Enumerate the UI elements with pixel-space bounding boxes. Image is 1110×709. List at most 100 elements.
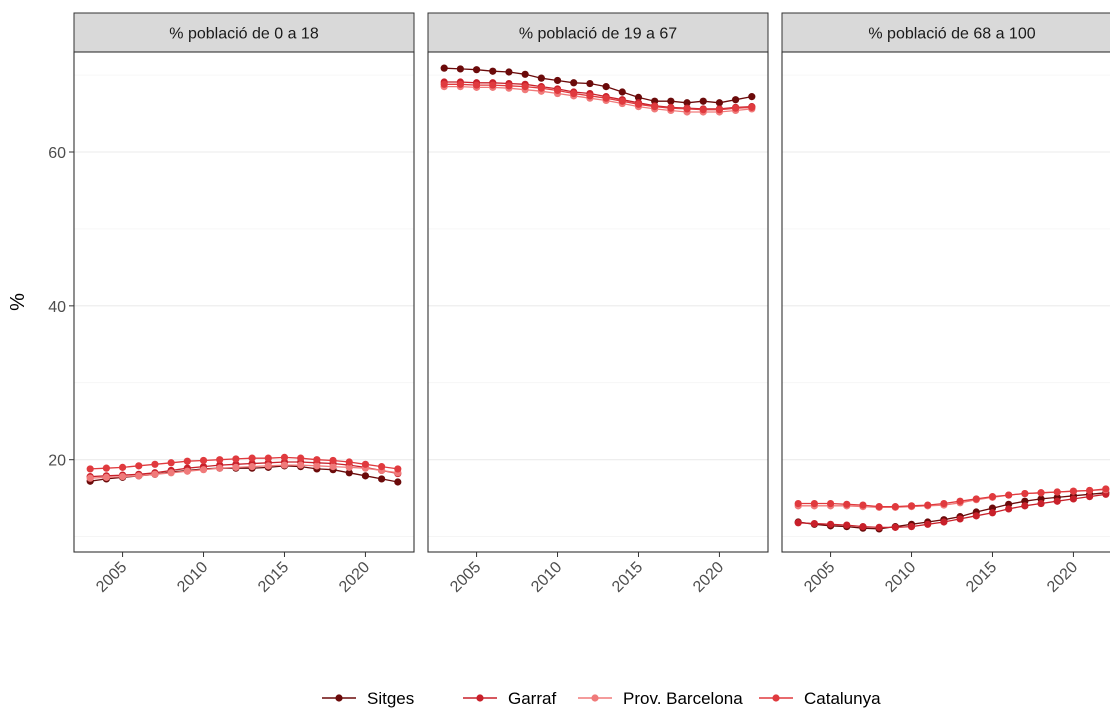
data-point-sitges	[553, 76, 562, 85]
facet-strip-title: % població de 19 a 67	[519, 26, 677, 43]
x-tick-label: 2020	[336, 559, 373, 596]
data-point-prov-barcelona	[345, 463, 353, 471]
x-tick-label: 2015	[255, 559, 292, 596]
data-point-catalunya	[634, 100, 643, 108]
data-point-catalunya	[1005, 491, 1013, 499]
data-point-prov-barcelona	[232, 463, 240, 471]
data-point-sitges	[345, 469, 353, 477]
data-point-catalunya	[875, 503, 883, 511]
data-point-catalunya	[794, 499, 802, 508]
data-point-prov-barcelona	[151, 470, 159, 478]
data-point-catalunya	[618, 97, 626, 105]
data-point-sitges	[489, 67, 497, 75]
data-point-catalunya	[345, 458, 353, 466]
data-point-catalunya	[1021, 489, 1029, 498]
data-point-catalunya	[135, 462, 143, 470]
data-point-garraf	[972, 512, 980, 520]
data-point-prov-barcelona	[297, 461, 305, 469]
data-point-sitges	[521, 70, 529, 78]
data-point-catalunya	[297, 454, 305, 462]
data-point-catalunya	[537, 84, 545, 92]
data-point-garraf	[891, 523, 899, 531]
data-point-sitges	[715, 99, 724, 107]
data-point-catalunya	[505, 82, 513, 90]
data-point-catalunya	[280, 453, 289, 461]
data-point-catalunya	[440, 80, 448, 88]
x-tick-label: 2005	[447, 559, 484, 596]
x-tick-label: 2015	[963, 559, 1000, 596]
data-point-prov-barcelona	[199, 466, 208, 474]
data-point-garraf	[875, 523, 883, 531]
data-point-catalunya	[1053, 488, 1061, 496]
data-point-sitges	[602, 83, 610, 91]
panel-border	[73, 51, 415, 553]
facet-strip-title: % població de 0 a 18	[169, 26, 319, 43]
data-point-sitges	[586, 79, 594, 88]
data-point-catalunya	[232, 455, 240, 463]
data-point-catalunya	[199, 456, 208, 465]
data-point-catalunya	[732, 104, 740, 112]
data-point-catalunya	[102, 464, 110, 472]
facet-panel-2: % població de 19 a 67 2005 2010 2015 2020	[427, 12, 769, 596]
x-tick-label: 2005	[801, 559, 838, 596]
y-tick-label: 40	[48, 299, 66, 316]
legend-label: Prov. Barcelona	[623, 689, 743, 708]
data-point-catalunya	[748, 103, 756, 111]
facet-strip	[73, 12, 415, 53]
data-point-catalunya	[651, 103, 659, 111]
data-point-garraf	[810, 519, 818, 528]
data-point-catalunya	[248, 454, 256, 462]
data-point-sitges	[570, 79, 578, 87]
data-point-catalunya	[699, 106, 707, 114]
data-point-catalunya	[183, 457, 191, 465]
data-point-catalunya	[489, 81, 497, 89]
data-point-catalunya	[521, 83, 529, 91]
data-point-catalunya	[167, 459, 175, 467]
data-point-prov-barcelona	[102, 473, 110, 481]
data-point-garraf	[859, 523, 867, 531]
data-point-sitges	[667, 97, 675, 105]
y-axis: 20 40 60	[48, 145, 74, 470]
data-point-sitges	[456, 65, 464, 73]
facet-panel-3: % població de 68 a 100 2005 2010 2015 2020	[781, 12, 1110, 596]
data-point-garraf	[956, 515, 964, 523]
data-point-garraf	[826, 520, 835, 528]
data-point-garraf	[1069, 495, 1078, 503]
data-point-sitges	[732, 96, 740, 104]
facet-strip	[781, 12, 1110, 53]
legend-key-point	[591, 694, 599, 702]
data-point-garraf	[1053, 497, 1061, 505]
data-point-prov-barcelona	[135, 472, 143, 480]
data-point-catalunya	[826, 499, 835, 508]
data-point-catalunya	[891, 503, 899, 511]
data-point-catalunya	[553, 86, 562, 95]
legend-label: Sitges	[367, 689, 414, 708]
facet-strip-title: % població de 68 a 100	[868, 26, 1035, 43]
x-tick-label: 2020	[690, 559, 727, 596]
x-tick-label: 2010	[528, 559, 565, 596]
data-point-garraf	[907, 523, 916, 531]
data-point-prov-barcelona	[167, 469, 175, 477]
data-point-catalunya	[1086, 486, 1094, 495]
data-point-sitges	[699, 97, 707, 105]
data-point-sitges	[748, 93, 756, 101]
x-tick-label: 2005	[93, 559, 130, 596]
data-point-sitges	[683, 99, 691, 107]
data-point-catalunya	[988, 493, 997, 501]
data-point-sitges	[378, 475, 386, 483]
data-point-catalunya	[924, 501, 932, 509]
data-point-garraf	[843, 521, 851, 529]
y-tick-label: 20	[48, 453, 66, 470]
data-point-catalunya	[394, 465, 402, 473]
legend-label: Catalunya	[804, 689, 881, 708]
data-point-catalunya	[810, 499, 818, 508]
data-point-catalunya	[667, 104, 675, 112]
data-point-catalunya	[715, 106, 724, 114]
data-point-garraf	[1037, 499, 1045, 508]
data-point-catalunya	[1069, 487, 1078, 495]
legend-label: Garraf	[508, 689, 556, 708]
data-point-catalunya	[907, 502, 916, 510]
facet-strip	[427, 12, 769, 53]
data-point-garraf	[924, 520, 932, 528]
